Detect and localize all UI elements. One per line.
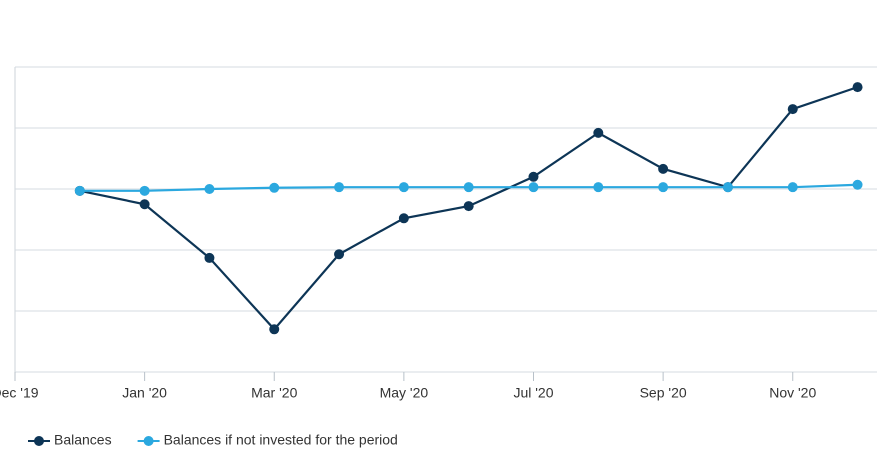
data-point xyxy=(463,182,474,193)
x-tick-label: May '20 xyxy=(380,385,429,401)
legend-marker xyxy=(34,436,44,446)
data-point xyxy=(528,182,539,193)
data-point xyxy=(74,185,85,196)
data-point xyxy=(658,163,669,174)
legend-marker xyxy=(143,436,154,446)
x-tick-label: Jan '20 xyxy=(122,385,167,401)
x-tick-label: Sep '20 xyxy=(640,385,687,401)
data-point xyxy=(269,182,280,193)
data-point xyxy=(139,199,150,210)
data-point xyxy=(204,184,215,194)
data-point xyxy=(334,249,345,260)
data-point xyxy=(787,104,798,115)
x-tick-label: Mar '20 xyxy=(251,385,297,401)
data-point xyxy=(658,182,669,193)
data-point xyxy=(593,182,604,193)
data-point xyxy=(204,252,215,263)
x-tick-label: Dec '19 xyxy=(0,385,39,401)
data-point xyxy=(852,82,863,93)
data-point xyxy=(528,171,539,182)
data-point xyxy=(398,213,409,224)
data-point xyxy=(398,182,409,193)
data-point xyxy=(852,179,863,190)
data-point xyxy=(463,201,474,212)
data-point xyxy=(722,182,733,193)
data-point xyxy=(593,127,604,138)
x-tick-label: Jul '20 xyxy=(513,385,553,401)
legend-label: Balances xyxy=(54,432,112,448)
data-point xyxy=(139,185,150,196)
x-tick-label: Nov '20 xyxy=(769,385,816,401)
data-point xyxy=(334,182,345,193)
data-point xyxy=(787,182,798,193)
legend-label: Balances if not invested for the period xyxy=(164,432,398,448)
data-point xyxy=(269,324,280,335)
